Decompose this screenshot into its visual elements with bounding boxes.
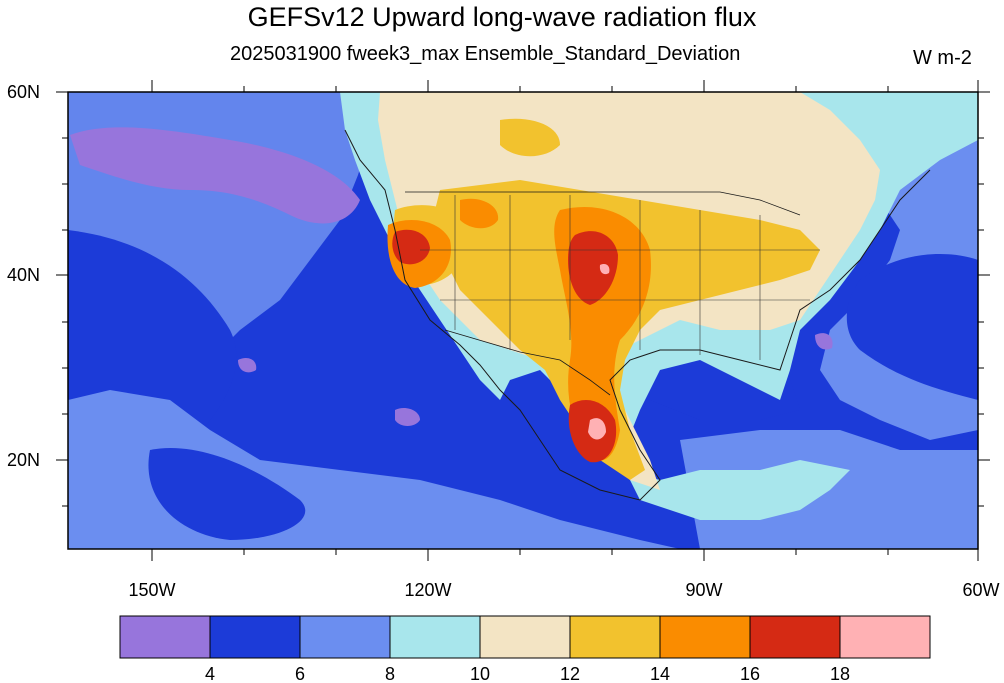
- atlantic-deep-region: [846, 254, 978, 400]
- border-canada-us: [405, 191, 801, 216]
- land-hotter-plains: [568, 231, 618, 305]
- lat-label-60n: 60N: [7, 82, 40, 102]
- colorbar-tick-label: 14: [650, 664, 670, 683]
- map-field: [68, 92, 978, 549]
- colorbar-swatch: [119, 615, 211, 659]
- ocean-deep-patch-south: [148, 448, 306, 540]
- axis-minor-ticks: [62, 86, 984, 555]
- colorbar-swatch: [749, 615, 841, 659]
- colorbar-tick-label: 16: [740, 664, 760, 683]
- lon-label-150w: 150W: [128, 580, 175, 600]
- colorbar-swatch: [569, 615, 661, 659]
- lon-label-60w: 60W: [962, 580, 999, 600]
- chart-title: GEFSv12 Upward long-wave radiation flux: [247, 2, 757, 32]
- colorbar-swatch: [389, 615, 481, 659]
- low-patch-baja: [395, 408, 420, 426]
- colorbar-tick-label: 10: [470, 664, 490, 683]
- axis-ticks: [56, 80, 990, 561]
- coastline-outline: [344, 129, 931, 501]
- colorbar-tick-label: 18: [830, 664, 850, 683]
- state-lines: [420, 195, 820, 360]
- colorbar-tick-label: 6: [295, 664, 305, 683]
- colorbar-tick-label: 12: [560, 664, 580, 683]
- colorbar-tick-label: 4: [205, 664, 215, 683]
- land-hotter-california: [392, 229, 430, 265]
- lat-label-20n: 20N: [7, 450, 40, 470]
- colorbar-swatch: [479, 615, 571, 659]
- colorbar-swatch: [209, 615, 301, 659]
- land-warm-canada: [500, 118, 560, 157]
- low-patch-pacific: [238, 358, 257, 373]
- chart-subtitle: 2025031900 fweek3_max Ensemble_Standard_…: [230, 43, 741, 65]
- colorbar-swatch: [659, 615, 751, 659]
- lon-label-120w: 120W: [404, 580, 451, 600]
- map-frame: [67, 91, 979, 550]
- colorbar-swatch: [839, 615, 931, 659]
- low-patch-gulf-of-alaska: [70, 127, 360, 224]
- colorbar-swatch: [299, 615, 391, 659]
- border-us-mexico: [444, 329, 611, 396]
- units-label: W m-2: [913, 47, 972, 69]
- lat-label-40n: 40N: [7, 265, 40, 285]
- colorbar-tick-label: 8: [385, 664, 395, 683]
- low-patch-atlantic: [815, 333, 833, 350]
- peak-patch-mexico: [588, 418, 606, 440]
- lon-label-90w: 90W: [685, 580, 722, 600]
- colorbar: 4 6 8 10 12 14 16 18: [119, 615, 931, 683]
- peak-patch-plains: [599, 263, 610, 275]
- land-hot-idaho: [460, 198, 499, 229]
